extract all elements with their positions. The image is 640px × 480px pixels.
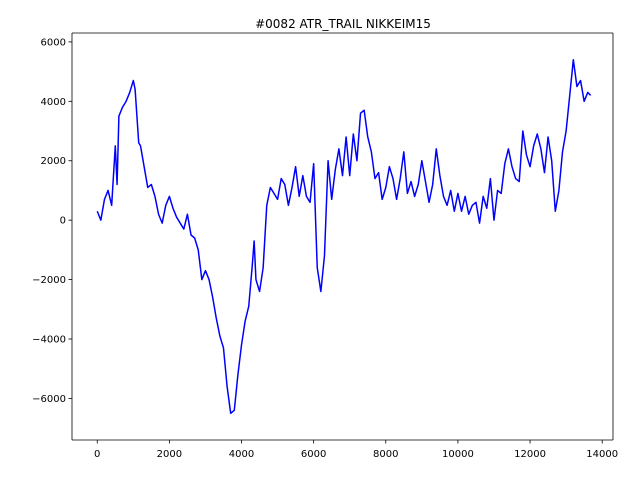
plot-area: 0 2000 4000 6000 8000 10000 12000 14000 −6000 −40… (32, 32, 618, 460)
series-line-0 (96, 58, 592, 415)
x-tick-label: 6000 (301, 449, 326, 460)
x-tick-label: 14000 (586, 449, 618, 460)
y-tick-label: −4000 (32, 334, 66, 345)
x-tick-label: 0 (94, 449, 100, 460)
y-tick-label: 4000 (41, 97, 66, 108)
x-tick-label: 12000 (514, 449, 546, 460)
y-tick-label: 0 (60, 216, 66, 227)
x-tick-label: 2000 (157, 449, 182, 460)
x-tick-label: 8000 (373, 449, 398, 460)
x-tick-label: 4000 (229, 449, 254, 460)
x-tick-label: 10000 (442, 449, 474, 460)
y-tick-label: −6000 (32, 394, 66, 405)
chart-title: #0082 ATR_TRAIL NIKKEIM15 (255, 17, 431, 31)
y-tick-label: 2000 (41, 156, 66, 167)
y-tick-label: 6000 (41, 37, 66, 48)
y-tick-label: −2000 (32, 275, 66, 286)
